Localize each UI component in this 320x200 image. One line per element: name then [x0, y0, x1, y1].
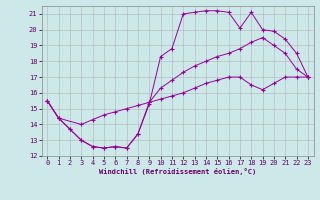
X-axis label: Windchill (Refroidissement éolien,°C): Windchill (Refroidissement éolien,°C) — [99, 168, 256, 175]
